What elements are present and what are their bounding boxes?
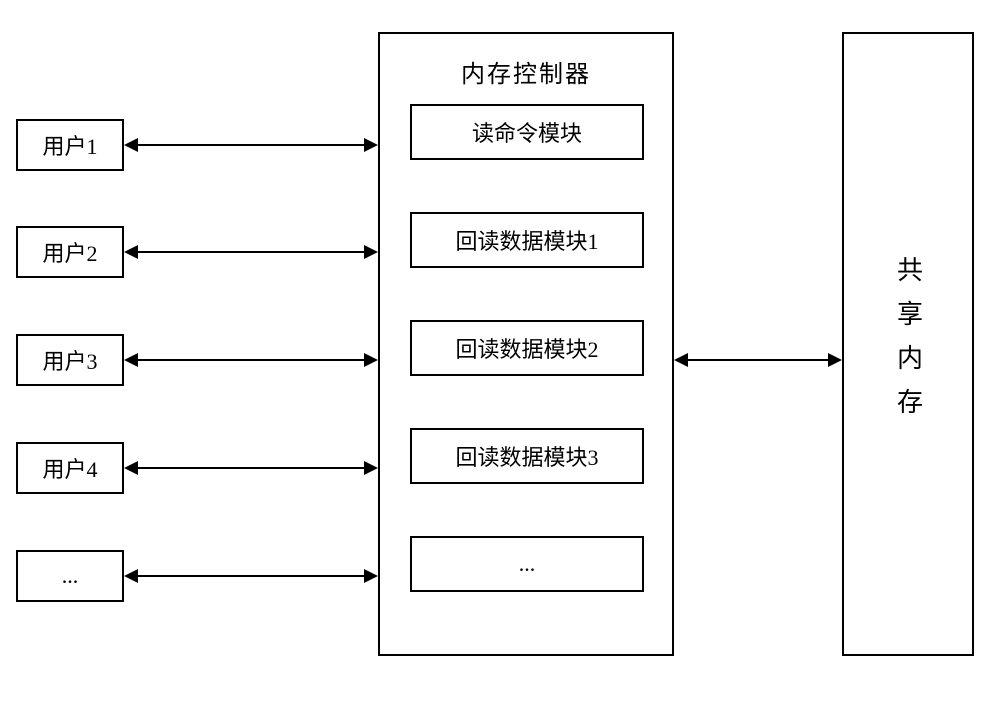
readback-data-module-2: 回读数据模块2 [410,320,644,376]
diagram-canvas: 用户1 用户2 用户3 用户4 ... 内存控制器 读命令模块 回读数据模块1 … [0,0,1000,722]
user-label: 用户1 [42,129,97,161]
readback-data-module-1: 回读数据模块1 [410,212,644,268]
module-label: 读命令模块 [472,116,582,148]
arrow-user-ellipsis-controller [138,575,364,577]
arrow-head-right-icon [364,245,378,259]
user-box-4: 用户4 [16,442,124,494]
arrow-head-left-icon [124,461,138,475]
user-box-3: 用户3 [16,334,124,386]
arrow-user4-controller [138,467,364,469]
module-label: 回读数据模块1 [455,224,598,256]
readback-data-module-3: 回读数据模块3 [410,428,644,484]
user-box-ellipsis: ... [16,550,124,602]
arrow-user3-controller [138,359,364,361]
arrow-controller-memory [688,359,828,361]
user-label: 用户4 [42,452,97,484]
arrow-head-right-icon [364,138,378,152]
user-box-2: 用户2 [16,226,124,278]
module-label: 回读数据模块2 [455,332,598,364]
arrow-head-left-icon [124,353,138,367]
shared-memory-label: 共享内存 [890,256,927,432]
arrow-head-left-icon [674,353,688,367]
readback-data-module-ellipsis: ... [410,536,644,592]
arrow-head-right-icon [364,569,378,583]
shared-memory-box: 共享内存 [842,32,974,656]
arrow-head-left-icon [124,245,138,259]
user-box-1: 用户1 [16,119,124,171]
arrow-head-right-icon [364,461,378,475]
read-command-module: 读命令模块 [410,104,644,160]
memory-controller-box: 内存控制器 读命令模块 回读数据模块1 回读数据模块2 回读数据模块3 ... [378,32,674,656]
arrow-head-right-icon [828,353,842,367]
user-label: 用户2 [42,236,97,268]
memory-controller-title: 内存控制器 [380,54,672,89]
user-label: 用户3 [42,344,97,376]
arrow-user2-controller [138,251,364,253]
arrow-head-right-icon [364,353,378,367]
arrow-head-left-icon [124,138,138,152]
module-label: 回读数据模块3 [455,440,598,472]
module-label: ... [519,551,536,577]
arrow-head-left-icon [124,569,138,583]
arrow-user1-controller [138,144,364,146]
user-label: ... [62,563,79,589]
